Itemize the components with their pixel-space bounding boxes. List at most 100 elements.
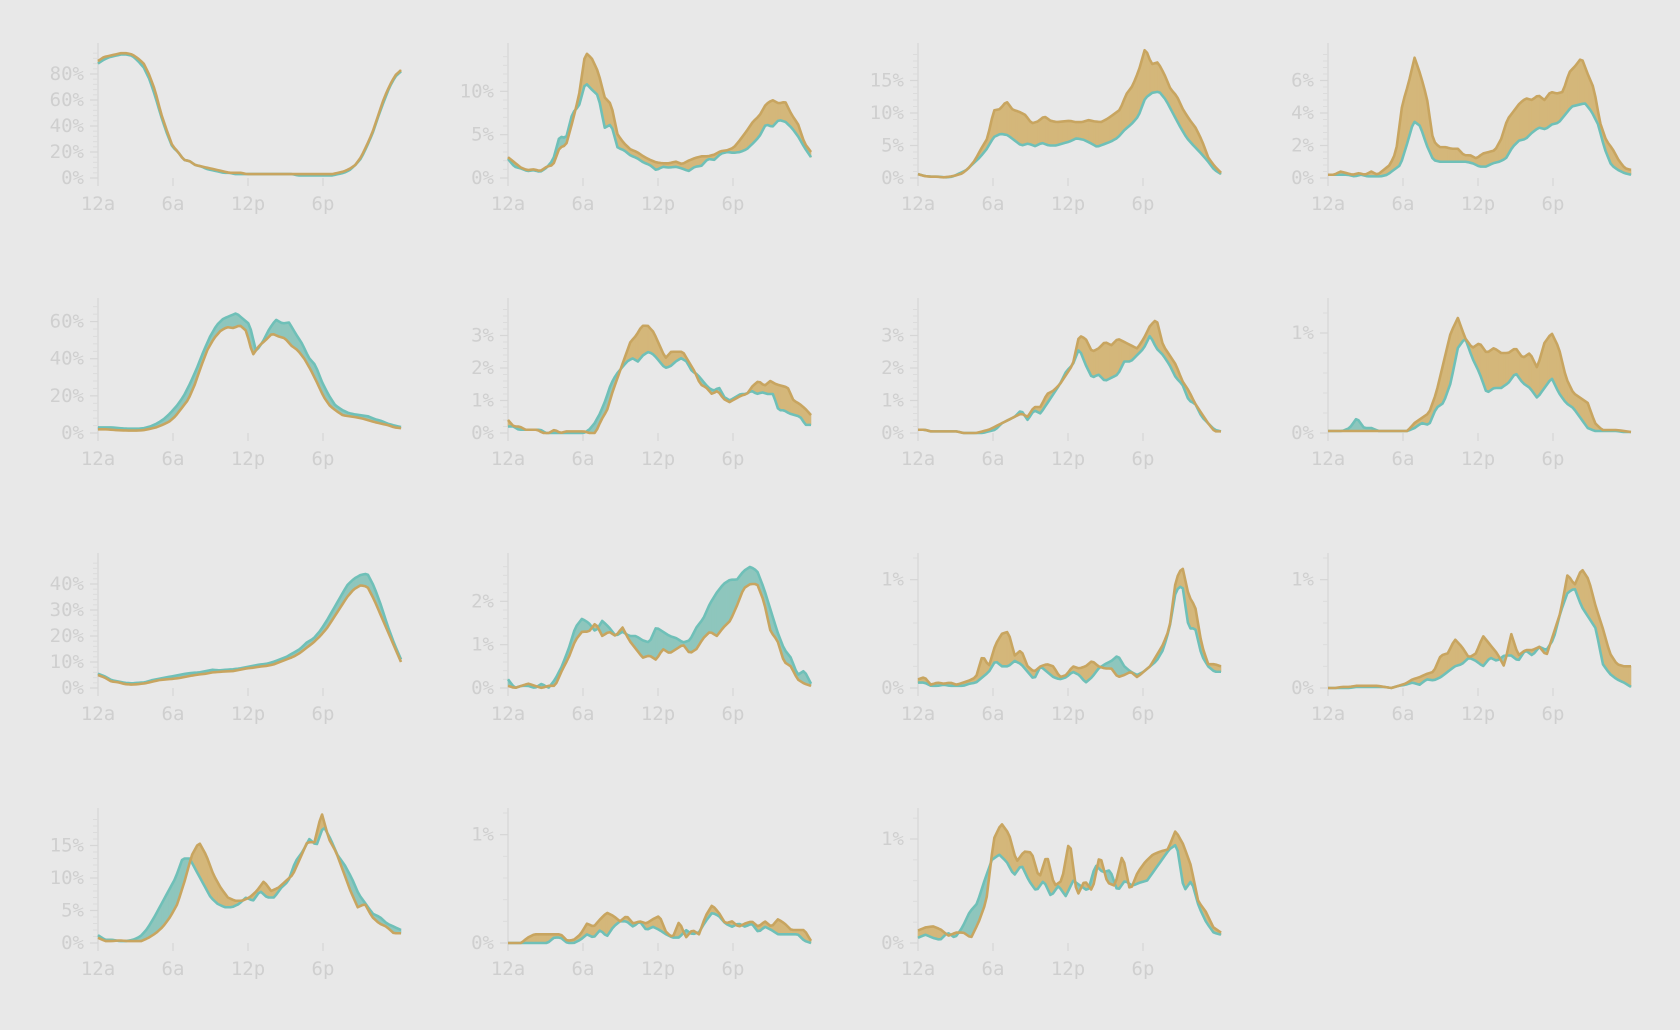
x-tick-label: 12p: [1051, 958, 1085, 980]
difference-band: [1579, 59, 1583, 105]
difference-band: [1126, 342, 1130, 362]
difference-band: [1014, 109, 1018, 144]
y-tick-label: 5%: [61, 900, 84, 922]
difference-band: [1108, 115, 1112, 143]
difference-band: [1544, 95, 1548, 130]
x-tick-label: 6a: [162, 193, 185, 215]
chart-panel-12: 0% 1% 12a 6a 12p 6p: [1238, 528, 1638, 758]
y-tick-label: 40%: [50, 348, 85, 370]
difference-band: [1004, 631, 1008, 667]
y-tick-label: 2%: [471, 357, 494, 379]
x-tick-label: 12p: [641, 193, 675, 215]
difference-band: [1001, 823, 1005, 861]
difference-band: [1103, 342, 1107, 381]
area-chart: 0% 10% 20% 30% 40% 12a 6a 12p 6p: [50, 553, 403, 725]
y-tick-label: 0%: [471, 677, 494, 699]
difference-band: [716, 588, 720, 637]
difference-band: [1620, 664, 1624, 683]
chart-panel-7: 0% 1% 2% 3% 12a 6a 12p 6p: [828, 273, 1228, 503]
y-tick-label: 10%: [460, 80, 495, 102]
difference-band: [1531, 97, 1535, 134]
difference-band: [999, 105, 1003, 135]
area-chart: 0% 20% 40% 60% 80% 12a 6a 12p 6p: [50, 43, 402, 215]
area-chart: 0% 2% 4% 6% 12a 6a 12p 6p: [1291, 43, 1632, 215]
series-line-b: [918, 319, 1221, 435]
difference-band: [1483, 152, 1487, 167]
difference-band: [1503, 352, 1507, 387]
difference-band: [1455, 148, 1459, 163]
difference-band: [1001, 632, 1005, 667]
x-tick-label: 6p: [312, 703, 335, 725]
difference-band: [1582, 569, 1586, 614]
y-tick-label: 40%: [50, 573, 85, 595]
difference-band: [1544, 338, 1548, 389]
x-tick-label: 12p: [231, 958, 265, 980]
difference-band: [1011, 108, 1016, 142]
series-line-a: [918, 334, 1222, 435]
x-tick-label: 12a: [81, 958, 115, 980]
x-tick-label: 6p: [1132, 958, 1155, 980]
difference-band: [1034, 121, 1038, 147]
difference-band: [1113, 339, 1117, 377]
area-chart: 0% 1% 2% 12a 6a 12p 6p: [471, 553, 813, 725]
difference-band: [996, 108, 1000, 137]
y-tick-label: 1%: [881, 828, 904, 850]
series-line-a: [97, 826, 402, 943]
difference-band: [1085, 119, 1089, 143]
y-tick-label: 30%: [50, 599, 85, 621]
difference-band: [1055, 121, 1059, 146]
area-chart: 0% 1% 12a 6a 12p 6p: [1291, 553, 1632, 725]
difference-band: [1572, 65, 1576, 107]
y-tick-label: 1%: [471, 824, 494, 846]
difference-band: [1526, 98, 1530, 139]
difference-band: [777, 102, 781, 122]
series-line-a: [506, 83, 813, 173]
difference-band: [1533, 95, 1538, 132]
difference-band: [1442, 146, 1446, 163]
x-tick-label: 12a: [1311, 193, 1345, 215]
difference-band: [1452, 148, 1456, 163]
difference-band: [642, 640, 646, 658]
series-line-a: [508, 350, 811, 435]
chart-panel-9: 0% 10% 20% 30% 40% 12a 6a 12p 6p: [8, 528, 408, 758]
difference-band: [724, 581, 728, 628]
difference-band: [1500, 352, 1504, 389]
difference-band: [1070, 120, 1074, 142]
difference-band: [1546, 335, 1550, 386]
difference-band: [1029, 120, 1033, 146]
difference-band: [1106, 342, 1110, 381]
difference-band: [1449, 148, 1454, 163]
difference-band: [1067, 120, 1072, 143]
difference-band: [1113, 111, 1117, 141]
x-tick-label: 12p: [231, 193, 265, 215]
y-tick-label: 80%: [50, 63, 85, 85]
x-tick-label: 6p: [1132, 448, 1155, 470]
difference-band: [1488, 349, 1492, 393]
series-line-b: [507, 52, 813, 172]
x-tick-label: 12p: [641, 448, 675, 470]
chart-panel-8: 0% 1% 12a 6a 12p 6p: [1238, 273, 1638, 503]
x-tick-label: 12a: [901, 703, 935, 725]
series-line-b: [917, 567, 1222, 686]
difference-band: [1052, 120, 1056, 146]
area-chart: 0% 1% 12a 6a 12p 6p: [881, 808, 1222, 980]
difference-band: [1523, 98, 1527, 140]
difference-band: [604, 912, 608, 937]
x-tick-label: 12p: [1461, 703, 1495, 725]
x-tick-label: 6p: [312, 958, 335, 980]
difference-band: [1060, 121, 1064, 145]
difference-band: [1495, 348, 1499, 389]
difference-band: [1123, 341, 1128, 362]
difference-band: [1523, 354, 1527, 387]
x-tick-label: 6a: [572, 448, 595, 470]
x-tick-label: 12p: [641, 958, 675, 980]
difference-band: [1004, 101, 1008, 136]
x-tick-label: 6a: [982, 703, 1005, 725]
chart-panel-4: 0% 2% 4% 6% 12a 6a 12p 6p: [1238, 18, 1638, 248]
difference-band: [586, 53, 590, 88]
difference-band: [1057, 121, 1061, 146]
y-tick-label: 0%: [471, 422, 494, 444]
difference-band: [1554, 92, 1558, 125]
series-line-b: [1328, 316, 1632, 434]
